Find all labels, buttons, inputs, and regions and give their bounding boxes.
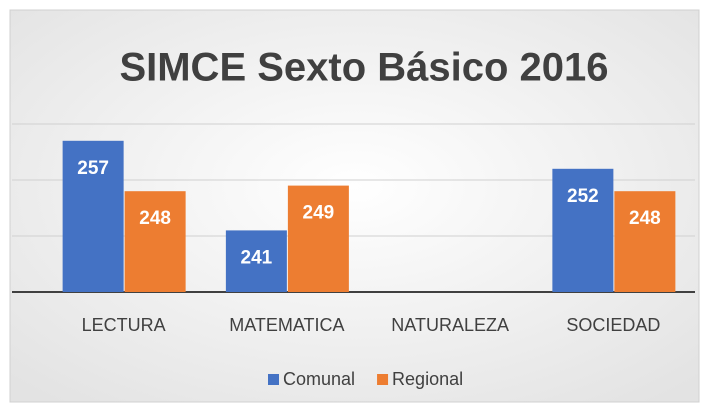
bar <box>225 230 287 292</box>
bar <box>124 191 186 292</box>
data-label: 241 <box>241 247 273 268</box>
data-label: 249 <box>303 203 335 224</box>
x-tick-label: LECTURA <box>82 315 166 335</box>
legend-label: Regional <box>392 369 463 389</box>
bar <box>614 191 676 292</box>
data-label: 248 <box>629 208 661 229</box>
legend-swatch <box>377 374 389 385</box>
data-label: 257 <box>77 158 109 179</box>
legend-label: Comunal <box>283 369 355 389</box>
legend-swatch <box>268 374 279 385</box>
bar <box>62 140 124 292</box>
x-tick-label: SOCIEDAD <box>566 315 660 335</box>
data-label: 248 <box>139 208 171 229</box>
x-tick-label: MATEMATICA <box>229 315 344 335</box>
x-tick-label: NATURALEZA <box>391 315 509 335</box>
bar <box>287 185 349 292</box>
chart-title: SIMCE Sexto Básico 2016 <box>119 46 608 90</box>
data-label: 252 <box>567 186 599 207</box>
bar <box>552 168 614 292</box>
